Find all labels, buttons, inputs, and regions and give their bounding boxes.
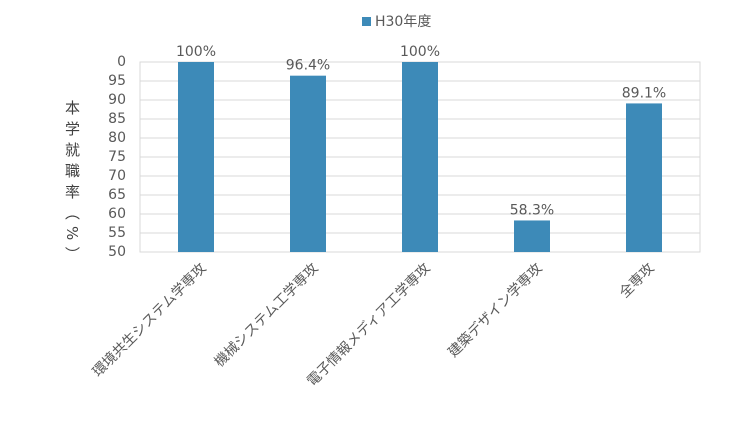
y-tick-label: 95	[108, 73, 126, 89]
y-tick-label: 65	[108, 187, 126, 203]
y-tick-label: 85	[108, 111, 126, 127]
legend-label: H30年度	[375, 14, 431, 30]
y-tick-label: 75	[108, 149, 126, 165]
bar	[178, 62, 214, 252]
y-tick-label: 0	[117, 54, 126, 70]
x-tick-label: 建築デザイン学専攻	[445, 260, 546, 361]
bar	[402, 62, 438, 252]
data-label: 58.3%	[510, 202, 554, 218]
data-label: 96.4%	[286, 58, 330, 74]
data-label: 100%	[176, 44, 216, 60]
y-tick-label: 55	[108, 225, 126, 241]
bar	[626, 103, 662, 252]
legend-swatch	[362, 17, 371, 26]
y-tick-label: 90	[108, 92, 126, 108]
x-tick-label: 電子情報メディア工学専攻	[304, 260, 434, 390]
bar	[290, 75, 326, 253]
x-tick-label: 機械システム工学専攻	[212, 260, 322, 370]
x-tick-label: 全専攻	[616, 260, 658, 302]
bar	[514, 220, 550, 252]
y-tick-label: 50	[108, 244, 126, 260]
x-tick-label: 環境共生システム学専攻	[90, 260, 210, 380]
data-label: 89.1%	[622, 85, 666, 101]
data-label: 100%	[400, 44, 440, 60]
y-tick-label: 80	[108, 130, 126, 146]
y-tick-label: 70	[108, 168, 126, 184]
y-tick-label: 60	[108, 206, 126, 222]
y-axis-label: 本学就職率（%）	[63, 100, 81, 268]
